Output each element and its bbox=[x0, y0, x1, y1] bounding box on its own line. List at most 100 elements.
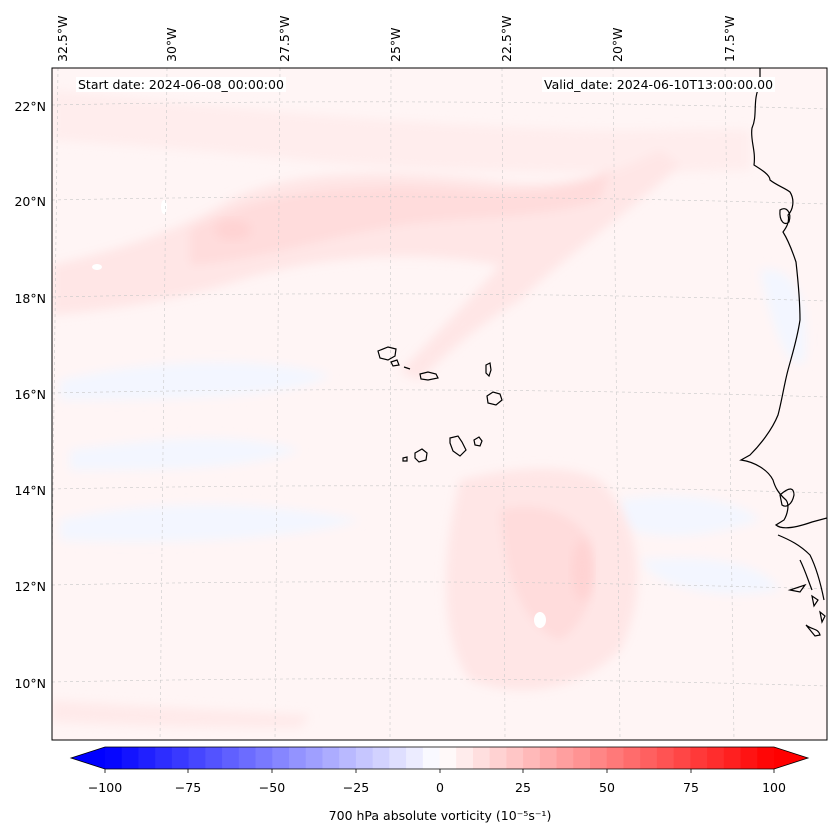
parallel-gridline-0 bbox=[52, 101, 827, 110]
guinea-bissau-coast bbox=[777, 534, 826, 637]
colorbar-segment-25 bbox=[523, 747, 541, 769]
maio-island bbox=[473, 436, 483, 447]
colorbar-segment-4 bbox=[171, 747, 190, 769]
colorbar-segment-8 bbox=[238, 747, 257, 769]
colorbar-segment-9 bbox=[255, 747, 273, 769]
colorbar-segment-34 bbox=[673, 747, 691, 769]
santo-antao-island bbox=[377, 346, 397, 361]
colorbar-segment-10 bbox=[272, 747, 290, 769]
colorbar-tick-100: 100 bbox=[762, 780, 786, 795]
lat-label-22n: 22°N bbox=[14, 99, 46, 114]
lat-label-16n: 16°N bbox=[14, 387, 46, 402]
colorbar-segment-17 bbox=[389, 747, 407, 769]
colorbar-segment-19 bbox=[422, 747, 440, 769]
meridian-gridline-3 bbox=[389, 68, 392, 740]
map-frame bbox=[51, 67, 828, 741]
colorbar-segment-31 bbox=[623, 747, 641, 769]
colorbar-segment-33 bbox=[656, 747, 675, 769]
colorbar-segment-3 bbox=[155, 747, 173, 769]
colorbar-tick-75: 75 bbox=[683, 780, 699, 795]
colorbar-segment-0 bbox=[105, 747, 123, 769]
lon-label-17-5w: 17.5°W bbox=[722, 15, 737, 62]
colorbar-segment-32 bbox=[640, 747, 658, 769]
positive-core-south bbox=[500, 506, 594, 640]
coastlines bbox=[377, 68, 827, 637]
lon-label-30w: 30°W bbox=[164, 27, 179, 62]
negative-band-4 bbox=[620, 496, 760, 536]
valid-date-label: Valid_date: 2024-06-10T13:00:00.00 bbox=[542, 77, 776, 92]
colorbar-label: 700 hPa absolute vorticity (10⁻⁵s⁻¹) bbox=[328, 808, 552, 823]
colorbar-segment-22 bbox=[472, 747, 491, 769]
parallel-gridline-2 bbox=[52, 293, 827, 302]
sal-island bbox=[485, 362, 492, 378]
parallel-gridline-5 bbox=[52, 581, 827, 590]
colorbar-segment-39 bbox=[757, 747, 775, 769]
lat-label-18n: 18°N bbox=[14, 291, 46, 306]
colorbar-segment-14 bbox=[339, 747, 357, 769]
colorbar-extend-min bbox=[71, 747, 105, 769]
colorbar-segment-21 bbox=[456, 747, 474, 769]
meridian-gridline-4 bbox=[501, 68, 506, 740]
colorbar-segment-35 bbox=[690, 747, 708, 769]
colorbar-segment-29 bbox=[590, 747, 608, 769]
colorbar-segment-27 bbox=[556, 747, 574, 769]
colorbar-tick--50: −50 bbox=[258, 780, 286, 795]
lat-label-20n: 20°N bbox=[14, 194, 46, 209]
positive-max-1 bbox=[215, 220, 251, 240]
colorbar-segment-38 bbox=[740, 747, 758, 769]
negative-band-5 bbox=[760, 269, 806, 364]
brava-island bbox=[402, 456, 408, 462]
santiago-island bbox=[449, 435, 467, 457]
negative-band-6 bbox=[640, 558, 780, 594]
colorbar-segment-28 bbox=[573, 747, 591, 769]
colorbar-segment-2 bbox=[138, 747, 156, 769]
colorbar-tick--75: −75 bbox=[174, 780, 202, 795]
neutral-spot-2 bbox=[161, 200, 167, 214]
colorbar-segment-7 bbox=[222, 747, 240, 769]
colorbar-segment-36 bbox=[707, 747, 725, 769]
meridian-gridline-2 bbox=[274, 68, 281, 740]
negative-band-3 bbox=[60, 505, 360, 542]
vorticity-field bbox=[52, 68, 827, 740]
lat-label-12n: 12°N bbox=[14, 579, 46, 594]
colorbar-segment-37 bbox=[723, 747, 742, 769]
west-africa-coastline bbox=[739, 68, 827, 529]
fogo-island bbox=[414, 448, 428, 463]
colorbar-extend-max bbox=[774, 747, 808, 769]
lon-label-27-5w: 27.5°W bbox=[277, 15, 292, 62]
meridian-gridline-1 bbox=[159, 68, 168, 740]
colorbar-tick-25: 25 bbox=[515, 780, 531, 795]
lon-label-25w: 25°W bbox=[388, 27, 403, 62]
colorbar-segment-6 bbox=[205, 747, 223, 769]
colorbar-segment-24 bbox=[506, 747, 524, 769]
sao-vicente-island bbox=[390, 359, 400, 367]
colorbar-segment-1 bbox=[121, 747, 139, 769]
colorbar-segment-23 bbox=[489, 747, 507, 769]
colorbar-tick--100: −100 bbox=[87, 780, 123, 795]
colorbar-segment-26 bbox=[539, 747, 558, 769]
lon-label-32-5w: 32.5°W bbox=[55, 15, 70, 62]
colorbar-tick-50: 50 bbox=[599, 780, 615, 795]
negative-band-2 bbox=[70, 438, 300, 470]
santa-luzia-island bbox=[403, 366, 411, 370]
lon-label-22-5w: 22.5°W bbox=[499, 15, 514, 62]
gridlines bbox=[52, 68, 827, 740]
colorbar bbox=[69, 746, 810, 773]
boa-vista-island bbox=[486, 391, 503, 406]
colorbar-segment-20 bbox=[439, 747, 457, 769]
colorbar-tick--25: −25 bbox=[342, 780, 370, 795]
colorbar-segment-15 bbox=[355, 747, 374, 769]
colorbar-segment-18 bbox=[406, 747, 424, 769]
colorbar-segment-16 bbox=[372, 747, 390, 769]
colorbar-segment-13 bbox=[322, 747, 340, 769]
neutral-spot-1 bbox=[92, 264, 102, 270]
meridian-gridline-6 bbox=[724, 68, 735, 740]
colorbar-segment-30 bbox=[606, 747, 624, 769]
lon-label-20w: 20°W bbox=[610, 27, 625, 62]
parallel-gridline-4 bbox=[52, 485, 827, 494]
dakar-peninsula bbox=[779, 488, 795, 507]
colorbar-segment-5 bbox=[188, 747, 206, 769]
meridian-gridline-0 bbox=[52, 68, 59, 598]
lat-label-14n: 14°N bbox=[14, 483, 46, 498]
